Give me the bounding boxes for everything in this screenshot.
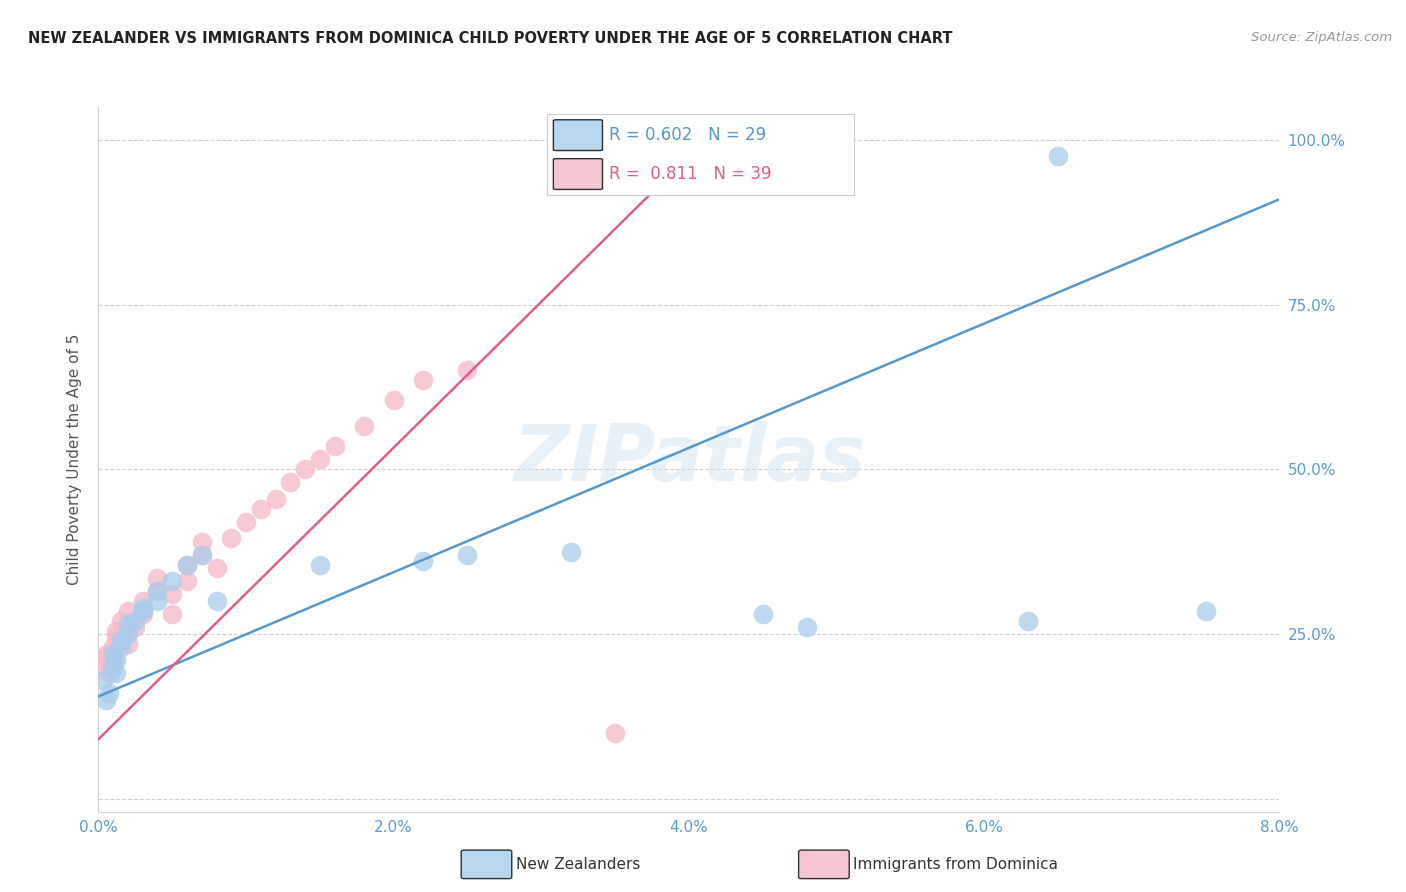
Point [353,419,375,434]
Point [105,666,128,681]
Point [605,725,627,739]
Point [280,475,302,490]
Point [457,548,479,562]
Point [110,614,132,628]
Text: New Zealanders: New Zealanders [516,857,640,871]
Point [412,373,434,387]
Point [146,571,169,585]
Point [205,561,228,575]
Point [117,637,139,651]
Point [91,673,114,687]
Point [96,647,118,661]
Point [117,627,139,641]
Point [105,624,128,638]
Text: Source: ZipAtlas.com: Source: ZipAtlas.com [1251,31,1392,45]
Point [97,686,120,700]
Point [105,630,128,644]
Point [132,594,155,608]
Point [162,587,184,601]
Point [294,462,316,476]
Point [98,666,121,681]
Point [110,633,132,648]
Point [235,515,257,529]
Point [309,558,332,572]
Point [191,548,214,562]
Point [124,620,146,634]
Point [146,594,169,608]
Point [264,491,287,506]
Point [117,604,139,618]
Point [309,452,332,467]
Point [94,649,117,664]
Point [412,554,434,568]
Point [146,584,169,599]
Point [105,653,128,667]
Point [221,532,243,546]
Point [117,617,139,632]
Point [110,633,132,648]
Point [176,574,198,589]
Point [323,439,346,453]
Point [132,600,155,615]
Point [162,574,184,589]
Point [191,548,214,562]
Point [117,624,139,638]
Point [103,647,125,661]
Point [162,607,184,622]
Point [752,607,775,622]
Point [103,653,125,667]
Point [176,558,198,572]
Point [205,594,228,608]
Point [110,640,132,654]
Y-axis label: Child Poverty Under the Age of 5: Child Poverty Under the Age of 5 [67,334,83,585]
Point [97,657,120,671]
Point [103,660,125,674]
Point [132,604,155,618]
Point [1195,604,1218,618]
Point [560,544,582,558]
Point [103,640,125,654]
Text: Immigrants from Dominica: Immigrants from Dominica [853,857,1059,871]
Point [91,660,114,674]
Point [1046,149,1070,163]
Point [191,534,214,549]
Text: ZIPatlas: ZIPatlas [513,421,865,498]
Point [132,607,155,622]
Point [382,393,405,408]
Point [124,614,146,628]
Point [1018,614,1040,628]
Point [94,692,117,706]
Point [796,620,818,634]
Point [250,501,273,516]
Point [146,584,169,599]
Point [457,363,479,377]
Text: NEW ZEALANDER VS IMMIGRANTS FROM DOMINICA CHILD POVERTY UNDER THE AGE OF 5 CORRE: NEW ZEALANDER VS IMMIGRANTS FROM DOMINIC… [28,31,953,46]
Point [176,558,198,572]
